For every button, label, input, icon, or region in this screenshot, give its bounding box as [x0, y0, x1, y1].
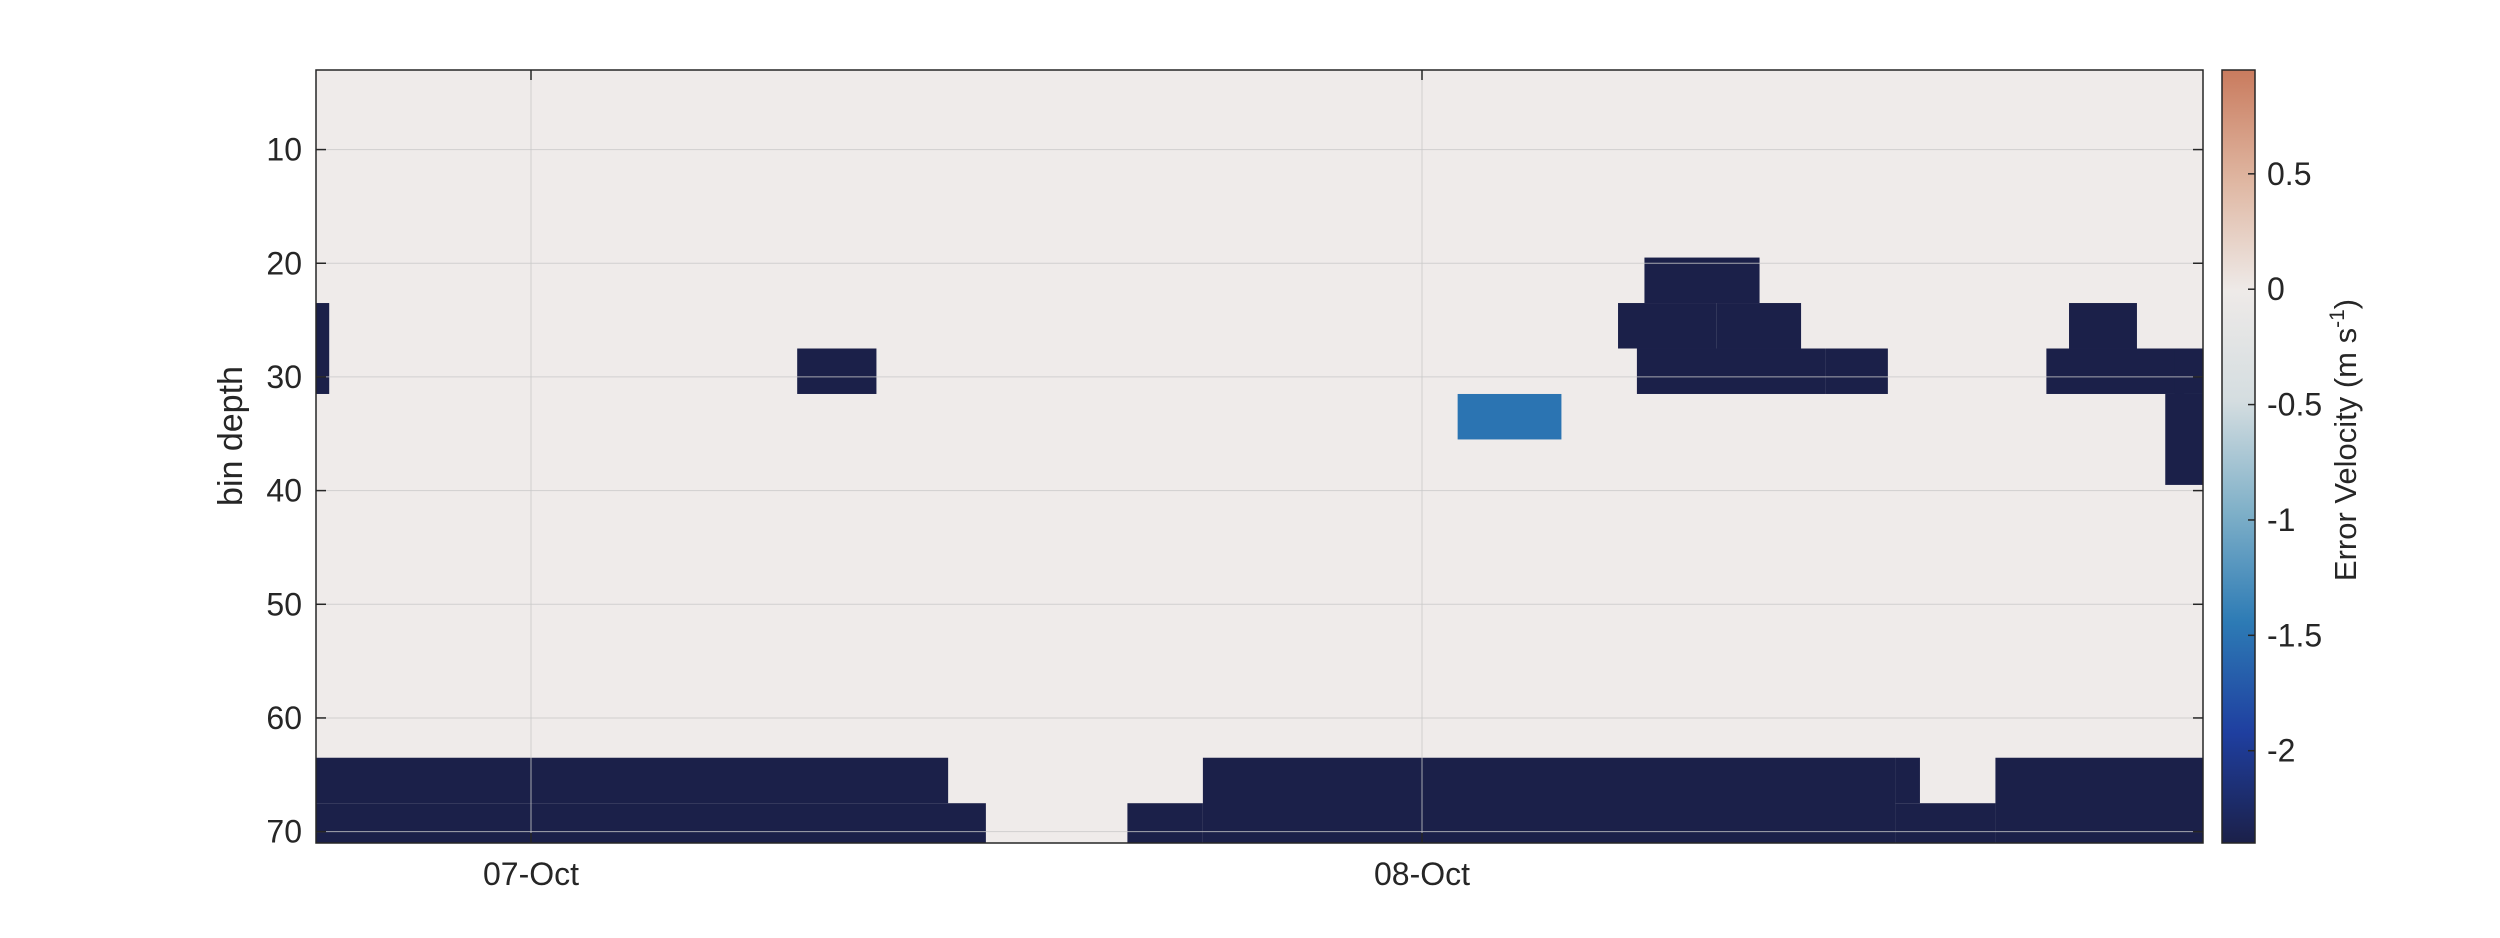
colorbar-tick-label-4: -1.5	[2267, 617, 2322, 653]
y-tick-label-20: 20	[266, 245, 302, 281]
heatmap-block-mid-08oct-spikes	[1457, 393, 1562, 440]
heatmap-block-bottom-floor-right	[1202, 757, 1896, 843]
y-tick-label-30: 30	[266, 359, 302, 395]
heatmap-block-patch-07oct-30	[797, 348, 877, 394]
y-tick-label-10: 10	[266, 132, 302, 168]
heatmap-block-bottom-floor-step-lower	[1895, 803, 1996, 843]
colorbar-gradient	[2221, 69, 2256, 844]
heatmap-block-bottom-floor-far-right	[1995, 757, 2203, 843]
colorbar-tick-label-1: 0	[2267, 271, 2285, 307]
heatmap-plot-area	[316, 70, 2203, 843]
x-axis-ticks: 07-Oct 08-Oct	[483, 70, 1470, 892]
heatmap-block-left-edge-block	[316, 303, 330, 394]
colorbar	[2221, 69, 2256, 844]
heatmap-block-surface-band-08oct-c	[1644, 257, 1760, 304]
x-tick-label-0: 07-Oct	[483, 856, 579, 892]
heatmap-block-surface-band-08oct-g	[2069, 303, 2137, 349]
plot-frame	[315, 69, 2204, 844]
colorbar-label-exponent: -1	[2326, 309, 2349, 328]
x-tick-label-1: 08-Oct	[1374, 856, 1470, 892]
colorbar-tick-label-2: -0.5	[2267, 387, 2322, 423]
heatmap-block-bottom-floor-left	[316, 757, 949, 804]
y-tick-label-70: 70	[266, 814, 302, 850]
heatmap-block-surface-band-08oct-f	[2046, 348, 2185, 394]
colorbar-tick-label-0: 0.5	[2267, 156, 2311, 192]
y-axis-label: bin depth	[212, 366, 250, 506]
heatmap-block-bottom-floor-mid-lower	[1127, 803, 1203, 843]
heatmap-block-bottom-floor-left-lower	[316, 803, 986, 843]
colorbar-tick-label-5: -2	[2267, 733, 2295, 769]
heatmap-block-right-edge-deep	[2165, 393, 2203, 485]
heatmap-block-right-edge-top	[2174, 348, 2203, 394]
colorbar-label-close: )	[2328, 299, 2363, 309]
y-axis-ticks: 10 20 30 40 50 60 70	[266, 132, 2203, 850]
y-tick-label-60: 60	[266, 700, 302, 736]
heatmap-block-surface-band-08oct-b	[1618, 303, 1717, 349]
colorbar-label: Error Velocity (m s-1)	[2326, 299, 2363, 581]
colorbar-tick-label-3: -1	[2267, 502, 2295, 538]
colorbar-ticks: 0.5 0 -0.5 -1 -1.5 -2	[2248, 156, 2322, 769]
heatmap-block-bottom-floor-step	[1895, 757, 1920, 804]
y-tick-label-50: 50	[266, 586, 302, 622]
grid-lines	[316, 70, 2203, 843]
y-tick-label-40: 40	[266, 473, 302, 509]
colorbar-label-main: Error Velocity (m s	[2328, 328, 2363, 581]
heatmap-block-surface-band-08oct-e	[1825, 348, 1888, 394]
heatmap-background	[316, 70, 2203, 843]
heatmap-block-surface-band-08oct-a	[1636, 348, 1826, 394]
heatmap-block-surface-band-08oct-d	[1716, 303, 1802, 349]
